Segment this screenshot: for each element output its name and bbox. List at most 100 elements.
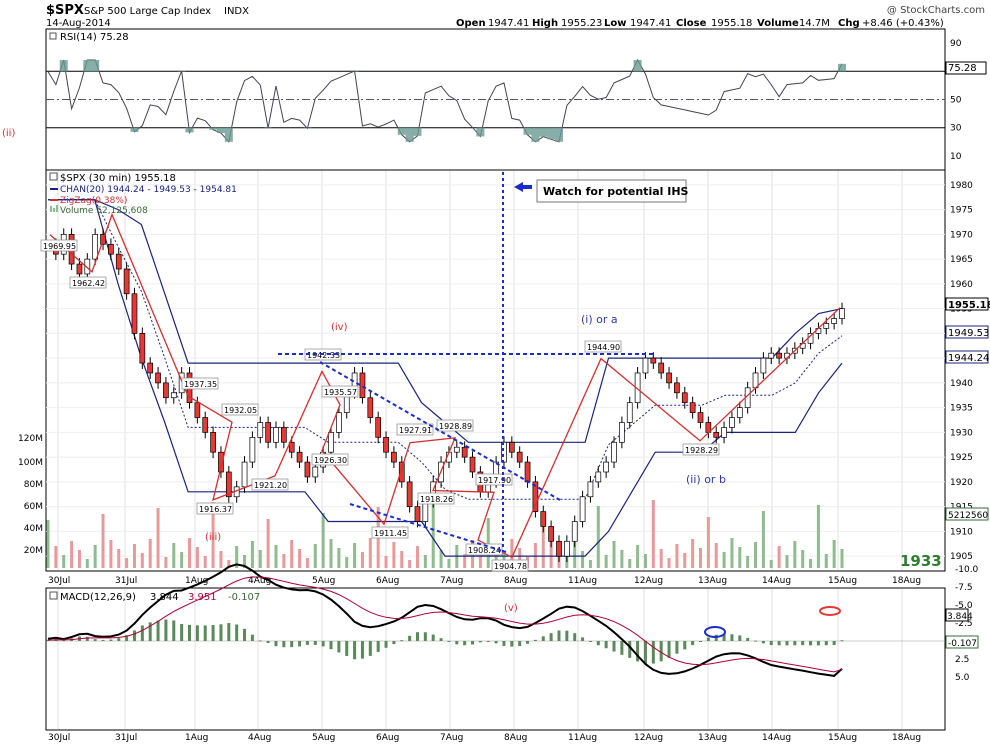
rsi-oversold-fill	[523, 127, 532, 135]
volume-bar	[125, 558, 129, 568]
candle-body	[249, 436, 256, 463]
macd-histogram-bar	[313, 641, 317, 645]
pivot-label: 1928.29	[685, 446, 718, 455]
candle-body	[92, 234, 99, 260]
pivot-label-box	[465, 543, 503, 556]
candle-body	[453, 446, 460, 453]
macd-histogram-bar	[510, 641, 514, 647]
volume-bar	[573, 542, 577, 568]
wave-i-or-a: (i) or a	[581, 313, 618, 326]
macd-histogram-bar	[471, 641, 475, 645]
macd-histogram-bar	[785, 641, 789, 646]
x-tick-label: 1Aug	[185, 576, 208, 586]
macd-layer	[46, 563, 844, 677]
candle-body	[257, 422, 264, 438]
price-tick-label: 1960	[950, 280, 973, 290]
svg-text:14.7M: 14.7M	[799, 18, 830, 29]
macd-histogram-bar	[360, 641, 364, 659]
x-tick-label: 12Aug	[634, 576, 663, 586]
candle-body	[461, 446, 468, 458]
candle-body	[108, 243, 114, 255]
candle-body	[115, 253, 122, 270]
macd-histogram-bar	[549, 633, 553, 641]
candle-body	[147, 362, 154, 374]
volume-bar	[754, 542, 758, 568]
volume-bar	[486, 518, 490, 568]
x-tick-label: 31Jul	[115, 733, 137, 743]
rsi-oversold-fill	[209, 127, 218, 130]
candle-body	[689, 402, 696, 413]
macd-histogram-bar	[101, 639, 105, 641]
volume-bar	[793, 541, 797, 568]
candle-body	[548, 526, 554, 542]
candle-body	[587, 481, 594, 498]
volume-bar	[840, 549, 844, 568]
pivot-label-box	[475, 473, 513, 486]
pivot-label-box	[417, 492, 455, 505]
volume-bar	[643, 554, 647, 568]
candle-body	[634, 372, 641, 404]
price-panel	[45, 169, 946, 572]
pivot-label: 1917.90	[478, 476, 511, 485]
channel-mid-tag	[945, 325, 989, 339]
pivot-label-box	[221, 403, 259, 416]
candle-body	[296, 451, 303, 463]
candle-body	[280, 427, 287, 443]
volume-bar	[667, 558, 671, 568]
price-layer: 1969.95 1962.42 1937.35 1932.05 1916.37 1921.…	[40, 199, 845, 572]
volume-bar	[761, 511, 765, 568]
candle-body	[131, 293, 138, 334]
macd-histogram-bar	[463, 641, 467, 646]
volume-bar	[714, 543, 718, 568]
macd-histogram-bar	[148, 622, 152, 641]
macd-histogram-bar	[581, 637, 585, 641]
corner-number: 1933	[900, 552, 942, 570]
pivot-label: 1942.33	[307, 351, 340, 360]
volume-tick-label: 40M	[24, 524, 43, 534]
x-tick-label: 6Aug	[376, 733, 399, 743]
macd-histogram-bar	[667, 641, 671, 658]
candle-body	[697, 412, 704, 423]
macd-histogram-bar	[408, 635, 412, 641]
macd-histogram-bar	[502, 641, 506, 646]
volume-bar	[400, 551, 404, 568]
pivot-label-box	[196, 502, 234, 515]
rsi-overbought-fill	[59, 60, 68, 72]
index-name: S&P 500 Large Cap Index	[84, 6, 211, 17]
macd-histogram-bar	[588, 641, 592, 642]
svg-text:Chg: Chg	[838, 18, 860, 29]
macd-legend: MACD(12,26,9) 3.844 3.951 -0.107	[49, 591, 260, 603]
pivot-label: 1928.89	[439, 422, 472, 431]
svg-text:3.951: 3.951	[188, 592, 217, 603]
wave-v: (v)	[504, 603, 518, 614]
macd-histogram-bar	[557, 630, 561, 641]
rsi-oversold-fill	[413, 127, 422, 136]
x-tick-label: 7Aug	[440, 733, 463, 743]
x-tick-label: 15Aug	[828, 576, 857, 586]
svg-text:75.28: 75.28	[948, 63, 977, 74]
volume-bar	[62, 555, 66, 568]
volume-bar	[478, 549, 482, 568]
x-tick-label: 11Aug	[568, 576, 597, 586]
svg-text:ZigZag(0.38%): ZigZag(0.38%)	[60, 196, 127, 206]
volume-bar	[738, 547, 742, 568]
macd-histogram-bar	[636, 641, 640, 662]
macd-histogram-bar	[518, 641, 522, 647]
x-tick-label: 4Aug	[248, 733, 271, 743]
macd-histogram-bar	[376, 641, 380, 652]
volume-bar	[683, 553, 687, 568]
watermark: @ StockCharts.com	[887, 5, 985, 16]
pivot-label: 1908.24	[468, 546, 501, 555]
macd-histogram-bar	[298, 641, 302, 647]
volume-bar	[809, 559, 813, 568]
svg-text:Watch for potential IHS: Watch for potential IHS	[543, 185, 689, 198]
svg-text:Volume: Volume	[757, 18, 799, 29]
svg-text:CHAN(20) 1944.24 - 1949.53 - 1: CHAN(20) 1944.24 - 1949.53 - 1954.81	[60, 185, 237, 195]
volume-bar	[109, 540, 113, 568]
candle-body	[760, 357, 767, 374]
volume-bar	[698, 548, 702, 568]
pivot-label: 1969.95	[43, 242, 76, 251]
macd-histogram-bar	[793, 641, 797, 646]
candle-body	[658, 362, 665, 374]
